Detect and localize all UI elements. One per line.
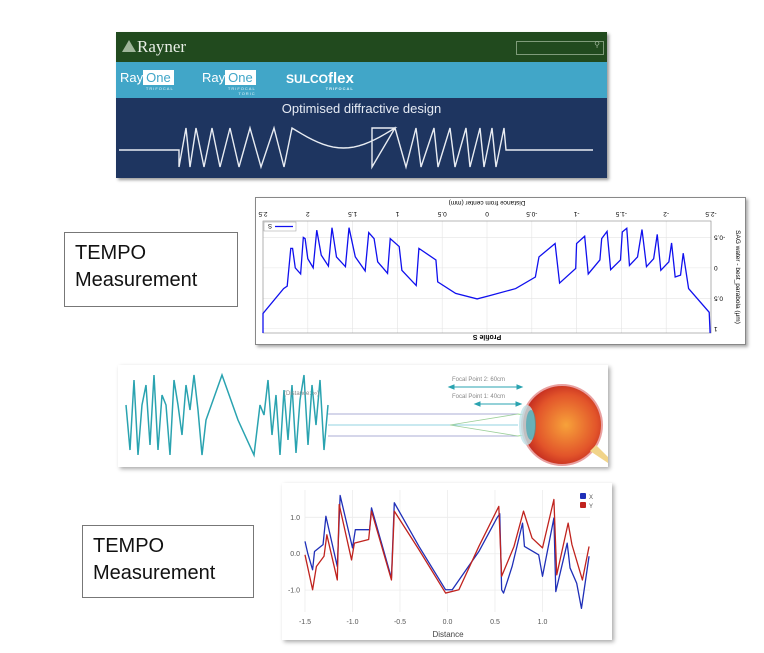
- banner-title: Optimised diffractive design: [281, 101, 442, 116]
- optics-svg: (Distance: ∞) Focal Point 2: 60cm Focal …: [125, 372, 608, 466]
- diffractive-profile-drawing: [119, 125, 593, 170]
- x-tick-label: -1: [573, 210, 579, 217]
- search-input[interactable]: ⚲: [516, 40, 604, 55]
- x-tick-label: 0.5: [490, 619, 500, 626]
- x-tick-label: 1.0: [538, 619, 548, 626]
- tempo-label-2: TEMPO Measurement: [82, 525, 254, 598]
- rayner-logo[interactable]: Rayner: [122, 37, 186, 57]
- product-sulcoflex-trifocal[interactable]: SULCOflex TRIFOCAL: [286, 70, 354, 91]
- x-tick-label: -1.5: [615, 210, 627, 217]
- x-axis-label: Distance from center (mm): [449, 199, 526, 206]
- y-tick-label: -1.0: [288, 588, 300, 595]
- search-icon[interactable]: ⚲: [594, 40, 600, 49]
- y-tick-label: -0.5: [714, 233, 726, 240]
- x-tick-label: -0.5: [526, 210, 538, 217]
- profile-s-chart: Profile S -2.5 -2 -1.5 -1 -0.5 0 0.5 1 1.5 2 2.5 -0…: [255, 197, 746, 345]
- product-sub: TRIFOCAL TORIC: [227, 86, 256, 96]
- y-tick-label: 1.0: [290, 515, 300, 522]
- legend-swatch-y: [580, 502, 586, 508]
- x-tick-label: 1: [395, 210, 399, 217]
- series-s-points: [262, 227, 711, 334]
- focal-point-1-label: Focal Point 1: 40cm: [452, 394, 505, 400]
- legend-label-s: S: [268, 222, 272, 228]
- tempo-label-line: Measurement: [75, 269, 198, 291]
- x-tick-label: -2: [663, 210, 669, 217]
- x-tick-label: -1.0: [346, 619, 358, 626]
- focal-point-2-label: Focal Point 2: 60cm: [452, 377, 505, 383]
- x-tick-label: -1.5: [299, 619, 311, 626]
- logo-triangle-icon: [122, 40, 136, 52]
- tempo-label-line: Measurement: [93, 562, 216, 584]
- product-name: Ray: [120, 70, 144, 85]
- x-tick-label: 0.5: [437, 210, 446, 217]
- y-tick-label: 0.0: [290, 551, 300, 558]
- chart-title: Profile S: [472, 333, 501, 340]
- x-tick-label: 0.0: [443, 619, 453, 626]
- product-rayone-trifocal-toric[interactable]: Ray One TRIFOCAL TORIC: [202, 70, 256, 96]
- tempo-label-1: TEMPO Measurement: [64, 232, 238, 307]
- x-tick-label: 0: [485, 210, 489, 217]
- x-tick-label: -0.5: [394, 619, 406, 626]
- product-bar: Ray One TRIFOCAL Ray One TRIFOCAL TORIC SU…: [116, 62, 607, 98]
- product-name-highlight: flex: [328, 70, 354, 87]
- product-name: SULCO: [286, 72, 328, 86]
- x-tick-label: 2.5: [258, 210, 267, 217]
- product-rayone-trifocal[interactable]: Ray One TRIFOCAL: [120, 70, 174, 91]
- legend-swatch-x: [580, 493, 586, 499]
- y-tick-label: 0.5: [714, 294, 723, 301]
- x-axis-label: Distance: [432, 630, 464, 639]
- diffractive-wave-drawing: [125, 372, 329, 458]
- x-tick-label: 1.5: [348, 210, 357, 217]
- product-sub: TRIFOCAL: [325, 86, 354, 91]
- x-tick-label: 2: [306, 210, 310, 217]
- diffractive-profile-line: [119, 125, 593, 170]
- product-sub: TRIFOCAL: [145, 86, 174, 91]
- xy-chart-svg: -1.5 -1.0 -0.5 0.0 0.5 1.0 1.0 0.0 -1.0 Distance…: [288, 490, 593, 639]
- xy-measurement-chart: -1.5 -1.0 -0.5 0.0 0.5 1.0 1.0 0.0 -1.0 Distance…: [282, 483, 612, 640]
- focal-point-1-arrow: [473, 401, 523, 407]
- series-s-line: [262, 227, 711, 334]
- banner-body: Optimised diffractive design: [116, 98, 607, 178]
- profile-s-chart-svg: Profile S -2.5 -2 -1.5 -1 -0.5 0 0.5 1 1.5 2 2.5 -0…: [258, 199, 741, 340]
- y-tick-label: 0: [714, 264, 718, 271]
- legend-label-y: Y: [589, 504, 593, 510]
- legend: S: [263, 221, 297, 232]
- y-axis-label: SAG water - best_parabola (μm): [734, 230, 741, 324]
- trifocal-optics-diagram: (Distance: ∞) Focal Point 2: 60cm Focal …: [118, 365, 608, 467]
- plot-frame: [262, 220, 712, 334]
- tempo-label-line: TEMPO: [93, 535, 165, 557]
- distance-label: (Distance: ∞): [284, 391, 319, 397]
- legend: X Y: [580, 493, 593, 510]
- y-tick-label: 1: [714, 325, 718, 332]
- series-x-line: [304, 494, 590, 610]
- eye-illustration: [519, 384, 608, 466]
- x-tick-label: -2.5: [705, 210, 717, 217]
- focal-point-2-arrow: [447, 384, 524, 390]
- tempo-label-line: TEMPO: [75, 242, 147, 264]
- legend-label-x: X: [589, 495, 593, 501]
- banner-header: Rayner ⚲: [116, 32, 607, 62]
- rayner-banner: Rayner ⚲ Ray One TRIFOCAL Ray One TRIFOCAL…: [116, 32, 607, 178]
- series-y-line: [304, 498, 590, 594]
- product-name-highlight: One: [225, 70, 256, 85]
- product-name-highlight: One: [143, 70, 174, 85]
- product-name: Ray: [202, 70, 226, 85]
- logo-text: Rayner: [137, 37, 187, 56]
